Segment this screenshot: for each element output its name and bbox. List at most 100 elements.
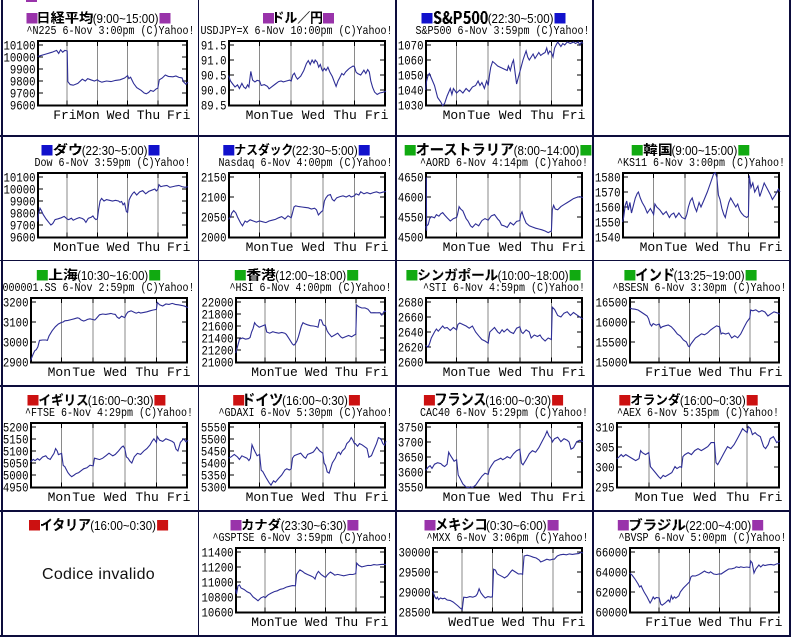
svg-text:^HSI 6-Nov 4:00pm (C)Yahoo!: ^HSI 6-Nov 4:00pm (C)Yahoo! (229, 281, 391, 295)
svg-text:Wed: Wed (304, 365, 327, 380)
svg-text:^AORD 6-Nov 4:14pm (C)Yahoo!: ^AORD 6-Nov 4:14pm (C)Yahoo! (420, 156, 588, 170)
svg-text:(23:30~6:30): (23:30~6:30) (280, 518, 346, 533)
svg-text:Tue: Tue (468, 365, 491, 380)
svg-text:(22:30~5:00): (22:30~5:00) (292, 143, 358, 158)
svg-text:2000: 2000 (201, 230, 227, 245)
svg-text:2900: 2900 (3, 355, 29, 370)
svg-text:Wed: Wed (499, 365, 522, 380)
svg-text:Tue: Tue (274, 365, 297, 380)
svg-text:(22:00~4:00): (22:00~4:00) (685, 518, 751, 533)
svg-text:5050: 5050 (3, 457, 29, 472)
svg-text:(16:00~0:30): (16:00~0:30) (680, 393, 746, 408)
svg-text:(16:00~0:30): (16:00~0:30) (486, 393, 552, 408)
svg-text:Thu: Thu (531, 490, 554, 505)
svg-text:300: 300 (595, 461, 614, 476)
svg-text:11200: 11200 (201, 561, 233, 576)
svg-text:2050: 2050 (201, 210, 227, 225)
svg-text:11400: 11400 (201, 546, 233, 561)
svg-text:1540: 1540 (595, 230, 621, 245)
svg-text:10600: 10600 (201, 606, 233, 621)
svg-text:Wed: Wed (696, 240, 719, 255)
svg-text:Fri: Fri (562, 240, 586, 255)
svg-text:3650: 3650 (398, 451, 424, 466)
svg-text:Thu: Thu (729, 615, 752, 630)
svg-text:Tue: Tue (468, 108, 491, 123)
svg-text:^N225 6-Nov 3:00pm (C)Yahoo!: ^N225 6-Nov 3:00pm (C)Yahoo! (27, 24, 195, 38)
svg-text:Thu: Thu (137, 108, 160, 123)
svg-text:29000: 29000 (399, 586, 431, 601)
svg-text:Thu: Thu (729, 365, 752, 380)
svg-text:Tue: Tue (668, 615, 691, 630)
svg-text:Tue: Tue (270, 490, 293, 505)
svg-text:10100: 10100 (4, 39, 36, 54)
svg-text:3000: 3000 (3, 335, 29, 350)
svg-text:Thu: Thu (532, 615, 555, 630)
svg-text:Codice invalido: Codice invalido (42, 566, 155, 583)
svg-text:2150: 2150 (201, 170, 227, 185)
svg-text:Thu: Thu (334, 615, 357, 630)
svg-text:Wed: Wed (107, 240, 130, 255)
svg-text:Fri: Fri (645, 365, 669, 380)
svg-text:2660: 2660 (398, 310, 424, 325)
svg-text:10800: 10800 (201, 591, 233, 606)
svg-text:Mon: Mon (245, 108, 268, 123)
svg-text:S&P500 6-Nov 3:59pm (C)Yahoo!: S&P500 6-Nov 3:59pm (C)Yahoo! (416, 24, 590, 38)
svg-text:11000: 11000 (201, 576, 233, 591)
svg-text:1050: 1050 (398, 69, 424, 84)
svg-text:1030: 1030 (398, 99, 424, 114)
svg-text:Fri: Fri (167, 240, 191, 255)
svg-text:Thu: Thu (135, 365, 158, 380)
svg-text:Mon: Mon (443, 108, 466, 123)
svg-text:(9:00~15:00): (9:00~15:00) (672, 143, 738, 158)
svg-text:1570: 1570 (595, 185, 621, 200)
svg-text:3750: 3750 (398, 421, 424, 436)
svg-text:5100: 5100 (3, 445, 29, 460)
svg-text:9600: 9600 (10, 230, 36, 245)
svg-text:9800: 9800 (10, 206, 36, 221)
svg-text:89.5: 89.5 (201, 99, 227, 114)
svg-text:(12:00~18:00): (12:00~18:00) (275, 268, 346, 283)
svg-text:^FTSE 6-Nov 4:29pm (C)Yahoo!: ^FTSE 6-Nov 4:29pm (C)Yahoo! (25, 406, 193, 420)
svg-text:Wed: Wed (104, 365, 127, 380)
svg-text:5550: 5550 (201, 421, 227, 436)
svg-text:Thu: Thu (531, 240, 554, 255)
svg-text:Tue: Tue (468, 490, 491, 505)
svg-text:10100: 10100 (4, 170, 36, 185)
svg-text:62000: 62000 (596, 586, 628, 601)
svg-text:9900: 9900 (10, 194, 36, 209)
svg-text:3550: 3550 (398, 481, 424, 496)
svg-text:Tue: Tue (72, 490, 95, 505)
svg-text:Tue: Tue (270, 240, 293, 255)
svg-text:21800: 21800 (201, 307, 233, 322)
svg-text:30000: 30000 (399, 546, 431, 561)
svg-text:15000: 15000 (596, 355, 628, 370)
svg-text:Wed: Wed (301, 240, 324, 255)
svg-text:2620: 2620 (398, 340, 424, 355)
svg-text:1040: 1040 (398, 84, 424, 99)
svg-text:Tue: Tue (76, 240, 99, 255)
svg-text:295: 295 (595, 481, 614, 496)
svg-text:Wed: Wed (499, 108, 522, 123)
svg-text:64000: 64000 (596, 566, 628, 581)
svg-text:5000: 5000 (3, 469, 29, 484)
svg-text:91.5: 91.5 (201, 39, 227, 54)
svg-text:Tue: Tue (274, 615, 297, 630)
svg-text:5150: 5150 (3, 433, 29, 448)
svg-text:Fri: Fri (645, 615, 669, 630)
svg-text:3100: 3100 (3, 315, 29, 330)
svg-text:CAC40 6-Nov 5:29pm (C)Yahoo!: CAC40 6-Nov 5:29pm (C)Yahoo! (420, 406, 588, 420)
svg-text:21600: 21600 (201, 319, 233, 334)
svg-text:^BSESN 6-Nov 3:30pm (C)Yahoo!: ^BSESN 6-Nov 3:30pm (C)Yahoo! (613, 281, 787, 295)
svg-text:9800: 9800 (10, 75, 36, 90)
svg-text:(16:00~0:30): (16:00~0:30) (282, 393, 348, 408)
svg-text:2600: 2600 (398, 355, 424, 370)
svg-text:1070: 1070 (398, 39, 424, 54)
svg-text:Tue: Tue (72, 365, 95, 380)
svg-text:(8:00~14:00): (8:00~14:00) (514, 143, 580, 158)
svg-text:^KS11 6-Nov 3:00pm (C)Yahoo!: ^KS11 6-Nov 3:00pm (C)Yahoo! (617, 156, 785, 170)
svg-text:60000: 60000 (596, 606, 628, 621)
svg-text:Thu: Thu (531, 108, 554, 123)
svg-text:5400: 5400 (201, 457, 227, 472)
svg-text:(0:30~6:00): (0:30~6:00) (486, 518, 547, 533)
svg-text:21400: 21400 (201, 331, 233, 346)
